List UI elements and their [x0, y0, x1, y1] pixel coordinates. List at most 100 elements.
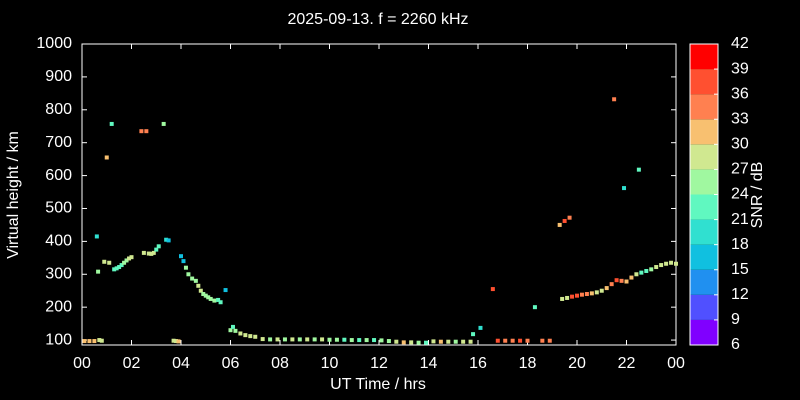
data-point	[114, 266, 119, 271]
colorbar-band	[690, 219, 718, 245]
colorbar-band	[690, 144, 718, 170]
colorbar-tick-label: 42	[731, 35, 749, 52]
data-point	[161, 121, 166, 126]
data-point	[446, 339, 451, 344]
data-point	[228, 328, 233, 333]
x-tick-label: 20	[568, 355, 586, 372]
data-point	[401, 340, 406, 345]
colorbar-band	[690, 194, 718, 220]
data-point	[327, 337, 332, 342]
x-tick-label: 16	[469, 355, 487, 372]
x-tick-label: 12	[370, 355, 388, 372]
data-point	[218, 300, 223, 305]
x-tick-label: 02	[123, 355, 141, 372]
colorbar-tick-label: 33	[731, 110, 749, 127]
data-point	[320, 337, 325, 342]
data-point	[471, 332, 476, 337]
y-tick-label: 500	[45, 200, 72, 217]
x-tick-label: 06	[222, 355, 240, 372]
colorbar-band	[690, 94, 718, 120]
colorbar-tick-label: 21	[731, 211, 749, 228]
x-axis-label: UT Time / hrs	[330, 376, 426, 393]
data-point	[532, 305, 537, 310]
data-point	[253, 334, 258, 339]
data-point	[659, 263, 664, 268]
colorbar-tick-label: 12	[731, 286, 749, 303]
data-point	[409, 340, 414, 345]
data-point	[468, 339, 473, 344]
data-point	[243, 333, 248, 338]
data-point	[109, 121, 114, 126]
data-point	[174, 339, 179, 344]
data-point	[230, 324, 235, 329]
data-point	[216, 297, 221, 302]
data-point	[565, 295, 570, 300]
data-point	[107, 260, 112, 265]
data-point	[122, 260, 127, 265]
data-point	[212, 298, 217, 303]
data-point	[540, 338, 545, 343]
data-point	[124, 258, 129, 263]
data-point	[275, 337, 280, 342]
data-point	[99, 338, 104, 343]
data-point	[634, 272, 639, 277]
data-point	[461, 339, 466, 344]
y-axis-label: Virtual height / km	[5, 131, 22, 259]
x-tick-label: 04	[172, 355, 190, 372]
colorbar-band	[690, 44, 718, 70]
data-point	[594, 290, 599, 295]
data-point	[176, 339, 181, 344]
data-point	[639, 270, 644, 275]
y-tick-label: 1000	[36, 35, 72, 52]
y-tick-label: 400	[45, 233, 72, 250]
data-point	[431, 339, 436, 344]
data-point	[612, 97, 617, 102]
colorbar-tick-label: 15	[731, 261, 749, 278]
x-tick-label: 00	[667, 355, 685, 372]
data-point	[416, 340, 421, 345]
data-point	[151, 250, 156, 255]
data-point	[453, 339, 458, 344]
data-point	[181, 259, 186, 264]
data-point	[510, 338, 515, 343]
data-point	[619, 278, 624, 283]
data-point	[654, 265, 659, 270]
colorbar-tick-label: 27	[731, 161, 749, 178]
colorbar-tick-label: 18	[731, 236, 749, 253]
data-point	[282, 337, 287, 342]
data-point	[203, 293, 208, 298]
colorbar-tick-label: 39	[731, 60, 749, 77]
colorbar-band	[690, 119, 718, 145]
data-point	[312, 337, 317, 342]
data-point	[364, 338, 369, 343]
data-point	[208, 296, 213, 301]
data-point	[233, 328, 238, 333]
data-point	[248, 334, 253, 339]
data-point	[144, 129, 149, 134]
data-point	[599, 288, 604, 293]
data-point	[334, 337, 339, 342]
data-point	[669, 260, 674, 265]
data-point	[636, 167, 641, 172]
data-point	[525, 338, 530, 343]
data-point	[117, 265, 122, 270]
data-point	[394, 339, 399, 344]
y-tick-label: 600	[45, 167, 72, 184]
data-point	[575, 293, 579, 298]
data-point	[547, 338, 552, 343]
y-tick-label: 200	[45, 298, 72, 315]
colorbar-tick-label: 6	[731, 336, 740, 353]
data-point	[629, 275, 634, 280]
data-point	[198, 288, 203, 293]
data-point	[357, 338, 362, 343]
data-point	[438, 339, 443, 344]
data-point	[96, 269, 101, 274]
data-point	[567, 215, 572, 220]
data-point	[342, 337, 347, 342]
data-point	[141, 250, 146, 255]
data-point	[87, 339, 92, 344]
data-point	[82, 339, 87, 344]
y-tick-label: 700	[45, 134, 72, 151]
colorbar-band	[690, 294, 718, 320]
y-tick-label: 100	[45, 331, 72, 348]
